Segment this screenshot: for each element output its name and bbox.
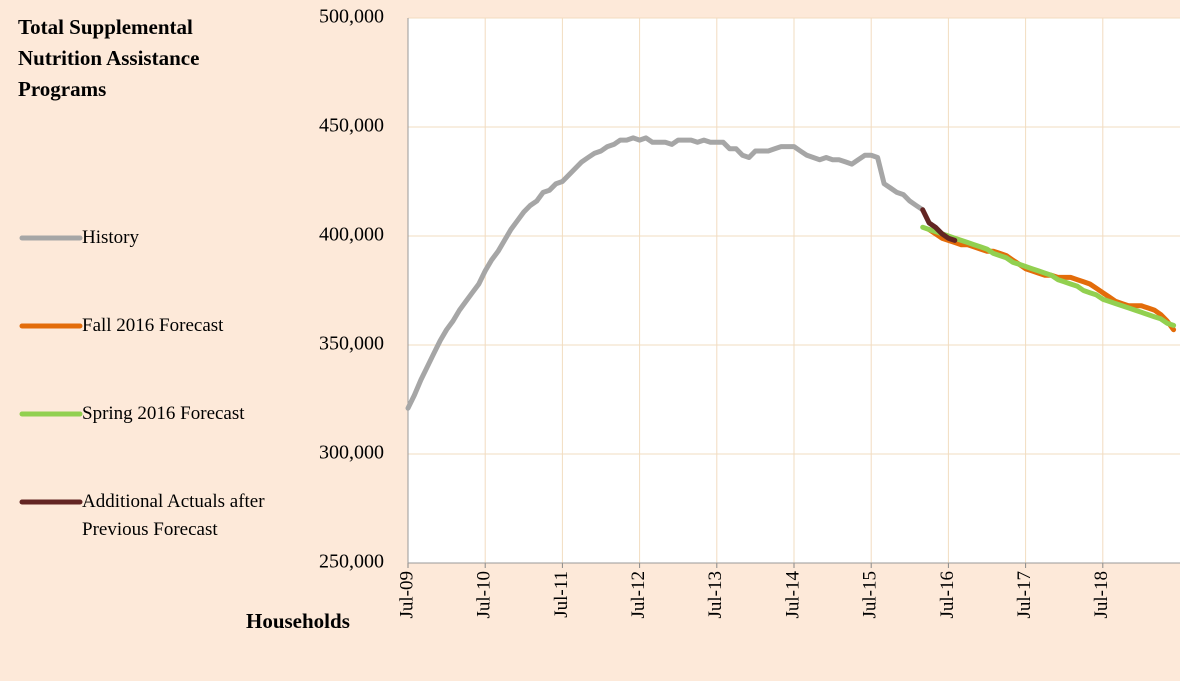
y-tick-label: 400,000 (319, 224, 384, 246)
legend-label: History (82, 227, 139, 248)
x-tick-label: Jul-16 (937, 571, 958, 619)
legend-label: Additional Actuals after Previous Foreca… (82, 491, 265, 540)
x-tick-label: Jul-14 (782, 571, 803, 619)
chart-title: Total Supplemental Nutrition Assistance … (18, 15, 200, 101)
x-tick-label: Jul-18 (1091, 571, 1112, 619)
x-tick-label: Jul-17 (1014, 571, 1035, 619)
x-tick-label: Jul-09 (396, 571, 417, 619)
y-tick-label: 450,000 (319, 115, 384, 137)
x-tick-label: Jul-12 (628, 571, 649, 619)
y-tick-label: 350,000 (319, 333, 384, 355)
x-tick-label: Jul-15 (860, 571, 881, 619)
legend-label: Spring 2016 Forecast (82, 403, 245, 424)
y-tick-label: 250,000 (319, 551, 384, 573)
legend-label: Fall 2016 Forecast (82, 315, 224, 336)
y-tick-label: 500,000 (319, 6, 384, 28)
series-line (920, 207, 958, 243)
x-tick-label: Jul-11 (551, 571, 572, 618)
x-tick-label: Jul-10 (474, 571, 495, 619)
series-line (405, 135, 926, 411)
y-tick-label: 300,000 (319, 442, 384, 464)
series-line (920, 224, 1177, 328)
y-axis-label: Households (246, 609, 350, 633)
x-tick-label: Jul-13 (705, 571, 726, 619)
